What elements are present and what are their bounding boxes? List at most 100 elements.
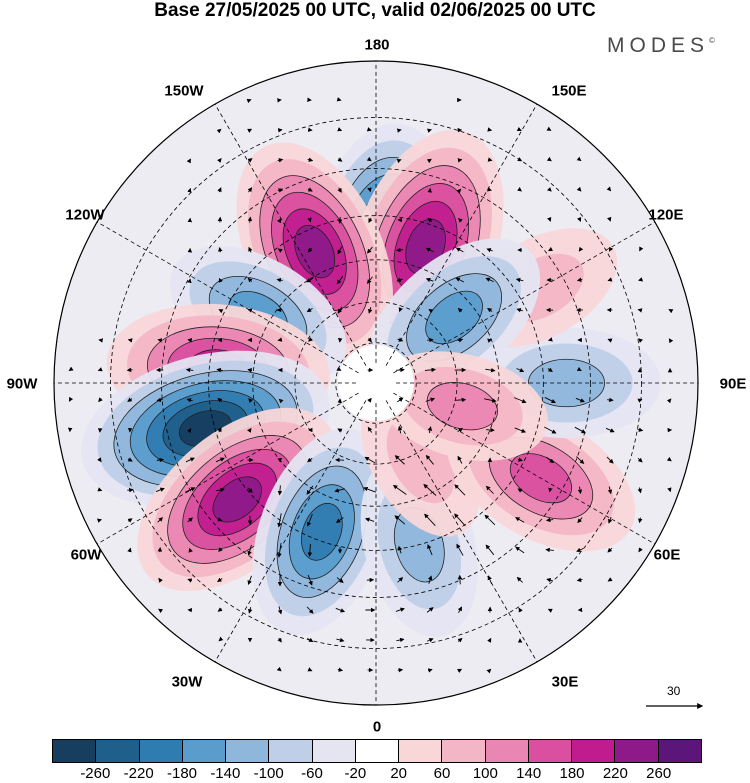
wind-vector	[218, 547, 223, 553]
wind-vector	[606, 456, 614, 464]
wind-vector	[397, 337, 404, 342]
wind-vector	[336, 366, 342, 371]
lon-label-150w: 150W	[164, 82, 204, 100]
colorbar-segment	[528, 740, 573, 762]
wind-vector	[216, 367, 223, 373]
wind-vector	[335, 607, 346, 613]
wind-vector	[514, 397, 527, 404]
anomaly-contour	[425, 290, 483, 345]
lon-label-30e: 30E	[551, 673, 579, 691]
wind-vector	[276, 218, 281, 224]
wind-vector	[485, 544, 495, 556]
wind-vector	[218, 309, 224, 314]
wind-vector	[307, 457, 313, 463]
wind-vector	[397, 577, 404, 583]
meridian	[385, 400, 538, 663]
wind-vector	[186, 158, 191, 164]
wind-vector	[277, 542, 282, 558]
wind-vector	[366, 276, 373, 284]
wind-vector	[454, 397, 467, 403]
wind-vector	[547, 337, 553, 342]
wind-vector	[127, 338, 133, 343]
wind-vector	[455, 247, 464, 253]
wind-vector	[426, 607, 434, 613]
wind-vector	[97, 457, 102, 463]
lon-label-90w: 90W	[6, 375, 38, 393]
colorbar-segment	[399, 740, 443, 762]
wind-vector	[425, 277, 434, 283]
wind-vector	[427, 575, 433, 584]
wind-vector	[517, 157, 523, 162]
wind-vector	[218, 277, 223, 283]
wind-vector	[456, 543, 464, 556]
wind-vector	[457, 427, 464, 433]
wind-vector	[187, 578, 193, 583]
wind-vector	[367, 426, 373, 433]
wind-vector	[276, 277, 283, 283]
wind-vector	[667, 487, 672, 493]
wind-vector	[277, 513, 282, 528]
colorbar-segment	[226, 740, 270, 762]
wind-vector	[307, 574, 313, 586]
wind-vector	[427, 426, 433, 434]
meridian	[96, 221, 359, 374]
wind-vector	[187, 338, 193, 343]
wind-vector	[277, 485, 283, 496]
wind-vector	[276, 666, 282, 672]
wind-vector	[574, 426, 586, 434]
wind-vector	[68, 396, 74, 402]
wind-vector	[457, 455, 463, 464]
wind-vector	[217, 577, 223, 583]
wind-vector	[306, 307, 313, 313]
wind-vector	[185, 457, 195, 463]
wind-vector	[424, 367, 436, 373]
latitude-circle	[161, 168, 591, 598]
wind-vector	[217, 427, 222, 433]
wind-vector	[186, 398, 193, 403]
wind-vector	[247, 128, 253, 133]
wind-vector	[187, 187, 192, 193]
wind-vector	[217, 187, 222, 193]
wind-vector	[457, 668, 463, 673]
wind-vector	[668, 309, 674, 314]
wind-vector	[366, 246, 373, 254]
wind-vector	[514, 427, 527, 433]
wind-vector	[337, 428, 343, 433]
wind-vector	[127, 518, 133, 523]
wind-vector	[68, 366, 74, 371]
wind-vector	[428, 308, 434, 314]
wind-vector	[217, 397, 223, 403]
wind-vector	[486, 668, 492, 674]
wind-vector	[98, 397, 103, 403]
wind-vector	[427, 217, 433, 223]
wind-vector	[307, 543, 313, 557]
wind-vector	[363, 486, 377, 493]
wind-vector	[185, 487, 196, 493]
wind-vector	[306, 513, 313, 527]
wind-vector	[607, 397, 614, 403]
wind-vector	[605, 427, 615, 433]
wind-vector	[308, 337, 313, 342]
wind-vector	[487, 637, 492, 643]
wind-vector	[424, 513, 436, 527]
wind-vector	[638, 338, 643, 343]
wind-vector	[307, 127, 313, 132]
wind-vector	[576, 277, 583, 282]
wind-vector	[425, 454, 434, 465]
colorbar-segment	[442, 740, 486, 762]
colorbar-segment	[615, 740, 659, 762]
colorbar-segment	[269, 740, 313, 762]
wind-vector	[366, 156, 372, 162]
wind-vector	[668, 338, 674, 344]
wind-vector	[607, 216, 612, 222]
lon-label-60e: 60E	[653, 546, 681, 564]
wind-vector	[487, 338, 493, 343]
wind-vector	[457, 606, 462, 614]
wind-vector	[188, 547, 193, 553]
lon-label-120e: 120E	[648, 206, 684, 224]
wind-vector	[455, 277, 464, 283]
wind-vector	[548, 246, 554, 252]
wind-vector	[517, 457, 523, 462]
wind-vector	[218, 636, 224, 642]
lon-label-150e: 150E	[551, 82, 587, 100]
